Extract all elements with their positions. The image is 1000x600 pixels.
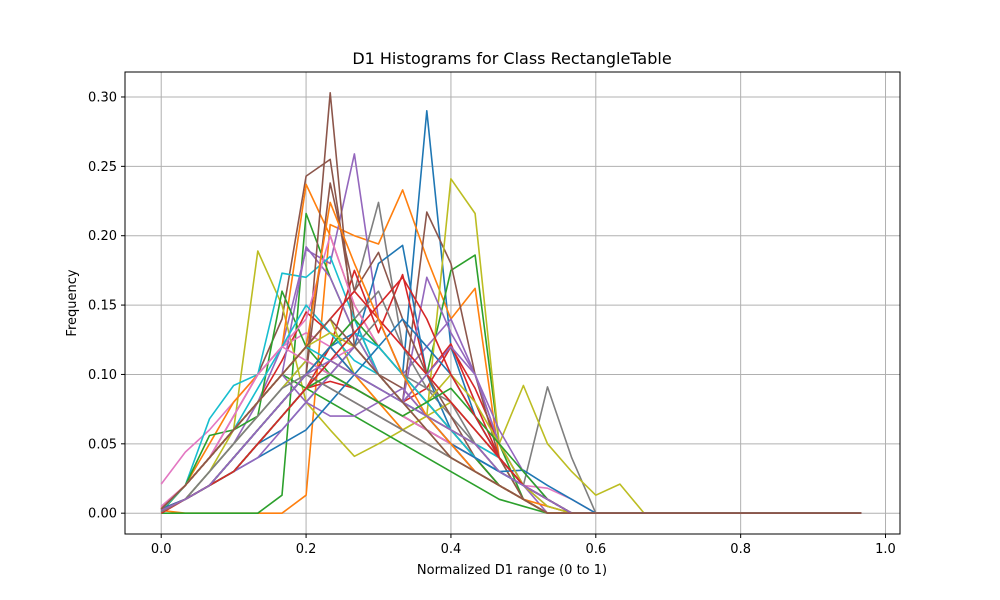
chart-title: D1 Histograms for Class RectangleTable (352, 49, 671, 68)
y-axis-label: Frequency (65, 269, 80, 336)
x-tick-label: 0.4 (441, 542, 462, 557)
y-tick-label: 0.15 (88, 299, 117, 314)
y-tick-label: 0.20 (88, 229, 117, 244)
y-tick-label: 0.05 (88, 437, 117, 452)
x-tick-label: 0.2 (296, 542, 317, 557)
series-group (160, 92, 862, 515)
y-tick-label: 0.00 (88, 507, 117, 522)
series-line-46 (160, 318, 862, 515)
x-axis-label: Normalized D1 range (0 to 1) (417, 563, 607, 578)
plot-frame (124, 71, 901, 535)
y-tick-label: 0.10 (88, 368, 117, 383)
grid (125, 72, 900, 534)
x-tick-label: 0.8 (730, 542, 751, 557)
x-axis: 0.0 0.2 0.4 0.6 0.8 1.0 (151, 534, 896, 557)
x-tick-label: 0.0 (151, 542, 172, 557)
y-tick-label: 0.30 (88, 90, 117, 105)
x-tick-label: 0.6 (585, 542, 606, 557)
y-tick-label: 0.25 (88, 160, 117, 175)
x-tick-label: 1.0 (875, 542, 896, 557)
y-axis: 0.00 0.05 0.10 0.15 0.20 0.25 0.30 (88, 90, 125, 522)
